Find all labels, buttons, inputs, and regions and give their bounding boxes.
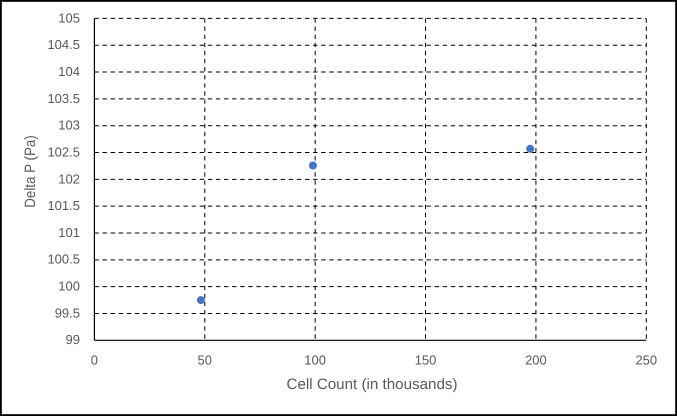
svg-text:104: 104 <box>58 64 80 79</box>
svg-text:250: 250 <box>635 353 657 368</box>
svg-text:103.5: 103.5 <box>47 91 80 106</box>
svg-text:103: 103 <box>58 118 80 133</box>
svg-text:Delta P (Pa): Delta P (Pa) <box>22 135 39 208</box>
svg-text:100: 100 <box>58 279 80 294</box>
svg-text:50: 50 <box>198 353 212 368</box>
svg-text:102.5: 102.5 <box>47 144 80 159</box>
svg-text:101.5: 101.5 <box>47 198 80 213</box>
svg-text:200: 200 <box>525 353 547 368</box>
svg-text:150: 150 <box>415 353 437 368</box>
svg-text:99: 99 <box>66 332 80 347</box>
svg-text:105: 105 <box>58 10 80 25</box>
svg-text:102: 102 <box>58 171 80 186</box>
svg-text:100: 100 <box>304 353 326 368</box>
svg-text:104.5: 104.5 <box>47 37 80 52</box>
svg-text:100.5: 100.5 <box>47 252 80 267</box>
svg-text:Cell Count (in thousands): Cell Count (in thousands) <box>287 376 458 393</box>
svg-text:0: 0 <box>91 353 98 368</box>
svg-text:99.5: 99.5 <box>55 305 80 320</box>
svg-text:101: 101 <box>58 225 80 240</box>
